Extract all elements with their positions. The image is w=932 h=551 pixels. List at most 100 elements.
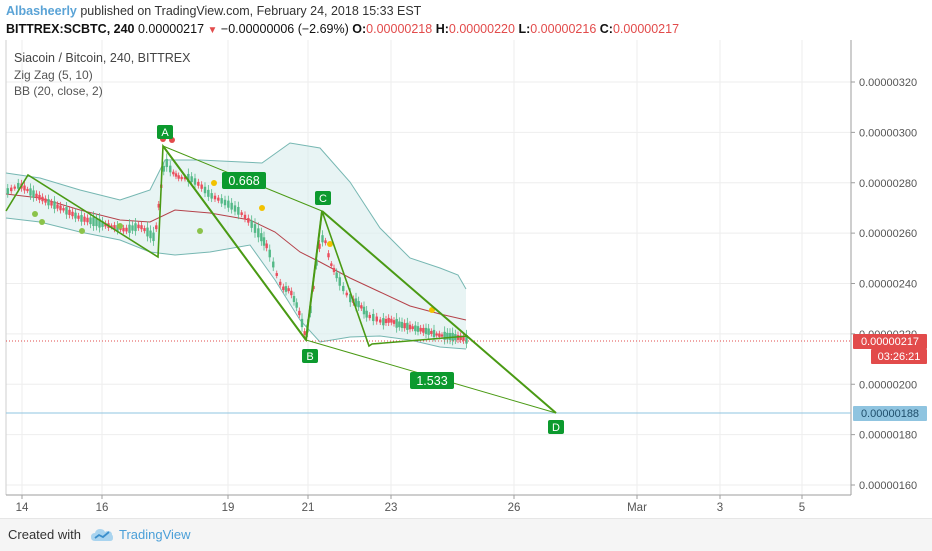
candle-body (220, 198, 223, 204)
time-tick-label: 3 (717, 502, 723, 514)
candle-body (13, 186, 16, 189)
svg-text:0.00000217: 0.00000217 (861, 336, 919, 348)
candle-body (217, 197, 220, 201)
candle-body (56, 204, 59, 209)
chart-header: Albasheerly published on TradingView.com… (0, 0, 932, 40)
grid-lines (6, 40, 851, 495)
candle-body (414, 325, 417, 332)
svg-text:0.00000188: 0.00000188 (861, 408, 919, 420)
close-label: C: (599, 22, 613, 36)
low-label: L: (518, 22, 531, 36)
tradingview-brand[interactable]: TradingView (119, 527, 191, 542)
zigzag-dot (211, 180, 217, 186)
candle-body (89, 217, 92, 225)
candle-body (83, 216, 86, 222)
tradingview-cloud-icon (91, 529, 113, 541)
candle-body (146, 227, 149, 237)
svg-text:C: C (319, 193, 327, 205)
time-tick-label: 19 (222, 502, 235, 514)
candle-body (398, 321, 401, 328)
candle-body (110, 225, 113, 228)
candle-body (300, 318, 304, 328)
candle-body (430, 330, 433, 335)
candle-body (260, 233, 263, 242)
candle-body (298, 310, 301, 316)
price-tick-label: 0.00000240 (859, 279, 917, 291)
candle-body (440, 334, 444, 337)
candle-body (253, 224, 257, 233)
price-tick-label: 0.00000300 (859, 127, 917, 139)
price-tick-label: 0.00000320 (859, 77, 917, 89)
time-tick-label: Mar (627, 502, 647, 514)
candle-body (174, 173, 178, 177)
price-tick-label: 0.00000180 (859, 430, 917, 442)
candle-body (169, 165, 172, 173)
candle-body (400, 321, 404, 329)
candle-body (197, 181, 200, 186)
candle-body (137, 224, 140, 229)
time-tick-label: 16 (96, 502, 109, 514)
pattern-point-c: C (315, 191, 331, 205)
time-tick-label: 23 (385, 502, 398, 514)
created-with-label: Created with (8, 527, 81, 542)
svg-text:0.668: 0.668 (228, 174, 259, 188)
candle-body (134, 223, 137, 232)
candle-body (275, 273, 278, 276)
leg-bc (305, 210, 323, 341)
candle-body (279, 281, 282, 286)
candle-body (324, 240, 327, 244)
candle-body (257, 228, 260, 238)
candle-body (65, 207, 68, 215)
price-change: −0.00000006 (−2.69%) (220, 22, 349, 36)
candle-body (10, 187, 13, 192)
price-tick-label: 0.00000200 (859, 379, 917, 391)
candle-body (143, 228, 146, 232)
chart-legend: Siacoin / Bitcoin, 240, BITTREX Zig Zag … (14, 51, 191, 98)
candle-body (210, 193, 213, 199)
candle-body (262, 237, 266, 246)
leg-ab (162, 145, 307, 341)
zigzag-dot (79, 228, 85, 234)
svg-text:B: B (306, 351, 313, 363)
candle-body (98, 218, 101, 228)
candle-body (53, 201, 56, 209)
price-tick-label: 0.00000280 (859, 178, 917, 190)
candle-body (435, 333, 438, 336)
candle-body (6, 188, 9, 195)
candle-body (321, 235, 324, 243)
countdown-tag: 03:26:21 (871, 349, 927, 364)
price-chart[interactable]: A B C D 0.668 1.533 Siacoin / Bitcoin, 2… (0, 40, 932, 518)
candle-body (387, 317, 390, 323)
time-axis[interactable]: 14 16 19 21 23 26 Mar 3 5 (16, 495, 806, 514)
candle-body (354, 298, 358, 307)
author-link[interactable]: Albasheerly (6, 4, 77, 18)
time-tick-label: 21 (302, 502, 315, 514)
candle-body (180, 176, 183, 180)
candle-body (395, 318, 398, 328)
legend-zigzag: Zig Zag (5, 10) (14, 68, 93, 82)
candle-body (282, 286, 285, 291)
candle-body (247, 218, 250, 223)
low-value: 0.00000216 (530, 22, 597, 36)
publish-line: Albasheerly published on TradingView.com… (6, 4, 421, 18)
candle-body (360, 305, 363, 309)
candle-body (227, 200, 230, 208)
candle-body (59, 205, 62, 211)
ratio-label-bd: 1.533 (410, 372, 454, 389)
down-arrow-icon: ▼ (207, 25, 218, 36)
pattern-point-a: A (157, 125, 173, 139)
candle-body (68, 209, 71, 215)
candle-body (233, 205, 237, 212)
price-axis[interactable]: 0.00000320 0.00000300 0.00000280 0.00000260… (851, 77, 917, 492)
bollinger-basis-line (5, 193, 467, 321)
pattern-point-b: B (302, 349, 318, 363)
candle-body (128, 224, 131, 233)
candle-body (459, 335, 462, 340)
candle-body (335, 272, 338, 279)
candle-body (272, 261, 275, 268)
candle-body (292, 296, 296, 302)
candlestick-series (6, 153, 468, 349)
price-tick-label: 0.00000160 (859, 480, 917, 492)
candle-body (149, 230, 152, 239)
candle-body (250, 220, 253, 228)
